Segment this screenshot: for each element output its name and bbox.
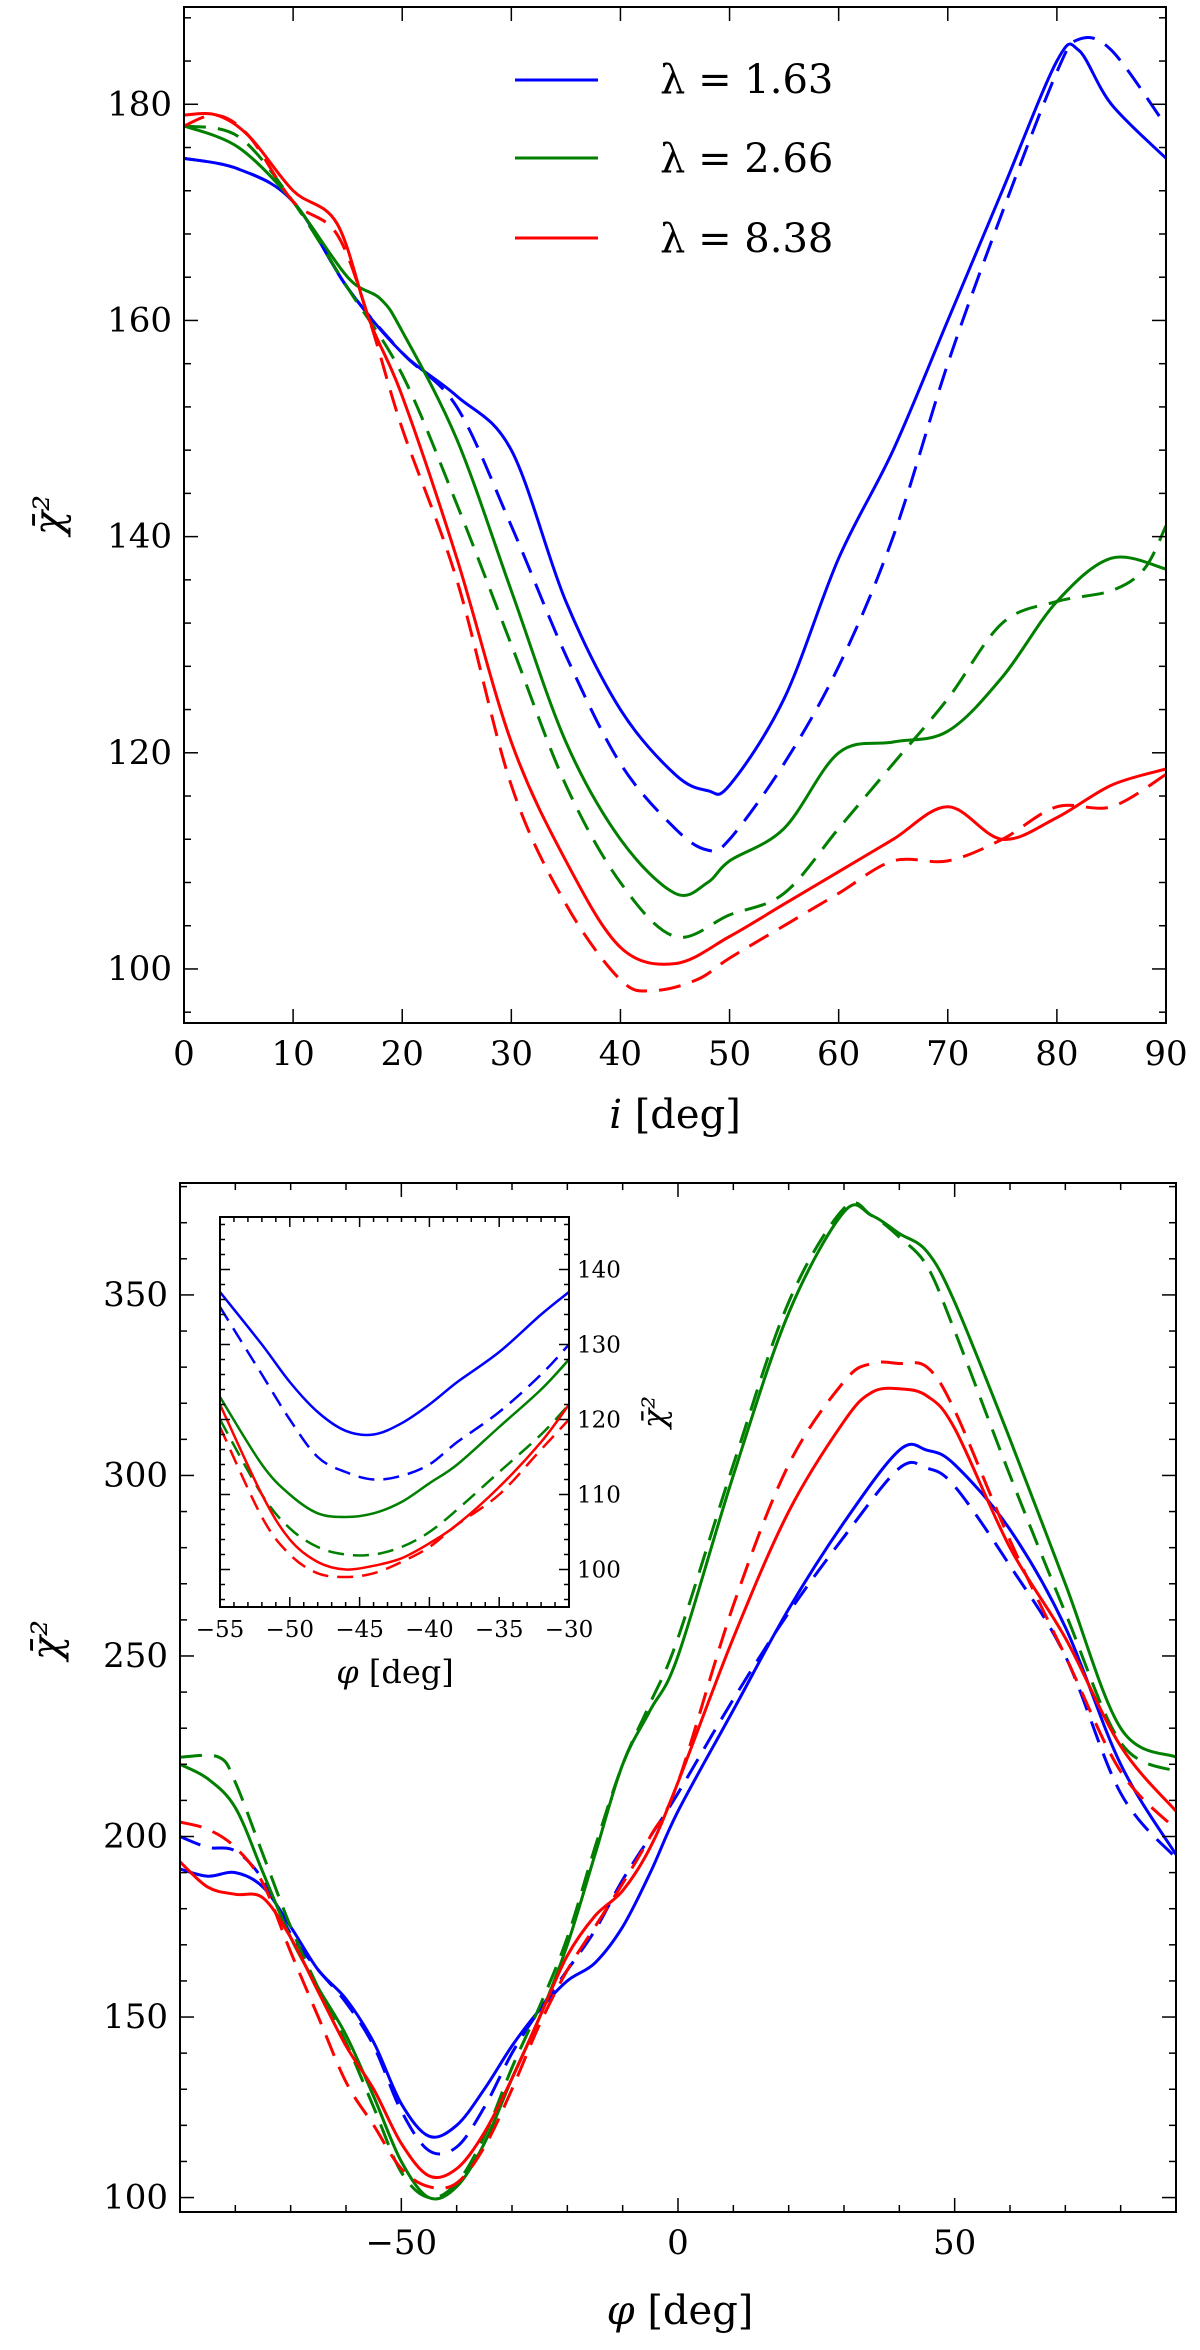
inset-series-blue-solid bbox=[220, 1291, 569, 1437]
inset-series-red-dashed bbox=[220, 1418, 569, 1579]
bottom-x-tick-label: 0 bbox=[667, 2223, 689, 2263]
bottom-series-blue-dashed bbox=[180, 1460, 1176, 2156]
inset-x-tick-label: −35 bbox=[475, 1617, 524, 1643]
top-y-tick-label: 120 bbox=[107, 733, 172, 773]
bottom-y-tick-label: 250 bbox=[103, 1636, 168, 1676]
bottom-plot-frame bbox=[179, 1182, 1177, 2213]
inset-series-green-dashed bbox=[220, 1403, 569, 1557]
top-series-green-dashed bbox=[184, 124, 1166, 939]
inset-series-blue-dashed bbox=[220, 1306, 569, 1481]
bottom-y-tick-label: 100 bbox=[103, 2178, 168, 2218]
inset-x-tick-label: −50 bbox=[266, 1617, 315, 1643]
bottom-y-tick-label: 150 bbox=[103, 1997, 168, 2037]
top-y-tick-label: 180 bbox=[107, 84, 172, 124]
top-legend: λ = 1.63 λ = 2.66 λ = 8.38 bbox=[515, 57, 833, 262]
top-plot-frame bbox=[183, 6, 1167, 1024]
inset-y-axis-label: χ̄² bbox=[635, 1396, 673, 1430]
bottom-x-axis-label: φ [deg] bbox=[607, 2288, 754, 2334]
bottom-y-tick-label: 350 bbox=[103, 1275, 168, 1315]
top-x-tick-label: 60 bbox=[817, 1034, 860, 1074]
inset-series-green-solid bbox=[220, 1358, 569, 1519]
top-x-tick-label: 90 bbox=[1144, 1034, 1187, 1074]
bottom-x-tick-label: −50 bbox=[365, 2223, 437, 2263]
top-y-axis-label: χ̄² bbox=[26, 495, 72, 538]
inset-y-tick-label: 110 bbox=[577, 1483, 621, 1509]
bottom-series-red-dashed bbox=[180, 1360, 1176, 2190]
legend-label-blue: λ = 1.63 bbox=[660, 57, 833, 103]
top-x-tick-label: 0 bbox=[173, 1034, 195, 1074]
inset-x-tick-label: −55 bbox=[196, 1617, 245, 1643]
bottom-series-red-solid bbox=[180, 1386, 1176, 2180]
top-y-tick-label: 160 bbox=[107, 300, 172, 340]
top-chart: 0 10 20 30 40 50 60 70 80 90 100 120 140 160 180 λ = 1… bbox=[26, 6, 1188, 1138]
inset-y-tick-label: 130 bbox=[577, 1333, 621, 1359]
bottom-series-green-dashed bbox=[180, 1201, 1176, 2200]
top-y-tick-label: 100 bbox=[107, 949, 172, 989]
top-x-tick-label: 30 bbox=[490, 1034, 533, 1074]
top-series-red-solid bbox=[184, 112, 1166, 966]
legend-label-green: λ = 2.66 bbox=[660, 136, 833, 182]
inset-y-tick-label: 120 bbox=[577, 1408, 621, 1434]
top-x-tick-label: 70 bbox=[926, 1034, 969, 1074]
inset-x-tick-label: −45 bbox=[335, 1617, 384, 1643]
bottom-chart: −50 0 50 100 150 200 250 300 350 φ [deg] χ̄² bbox=[24, 1182, 1177, 2334]
top-x-tick-label: 10 bbox=[271, 1034, 314, 1074]
inset-x-axis-label: φ [deg] bbox=[336, 1653, 453, 1691]
top-x-tick-label: 50 bbox=[708, 1034, 751, 1074]
top-series-red-dashed bbox=[184, 113, 1166, 993]
inset-y-tick-label: 100 bbox=[577, 1558, 621, 1584]
inset-x-tick-label: −40 bbox=[405, 1617, 454, 1643]
top-x-tick-label: 80 bbox=[1035, 1034, 1078, 1074]
inset-series-red-solid bbox=[220, 1403, 569, 1571]
top-x-tick-label: 40 bbox=[599, 1034, 642, 1074]
inset-y-tick-label: 140 bbox=[577, 1258, 621, 1284]
top-series-blue-dashed bbox=[184, 35, 1166, 853]
inset-x-tick-label: −30 bbox=[545, 1617, 594, 1643]
top-series-green-solid bbox=[184, 124, 1166, 897]
legend-label-red: λ = 8.38 bbox=[660, 216, 833, 262]
inset-chart: −55 −50 −45 −40 −35 −30 100 110 120 130 140 φ [deg… bbox=[196, 1216, 673, 1691]
top-x-axis-label: i [deg] bbox=[609, 1092, 741, 1138]
inset-plot-frame bbox=[219, 1216, 570, 1608]
top-y-tick-label: 140 bbox=[107, 517, 172, 557]
top-x-tick-label: 20 bbox=[381, 1034, 424, 1074]
bottom-x-tick-label: 50 bbox=[933, 2223, 976, 2263]
bottom-y-tick-label: 200 bbox=[103, 1817, 168, 1857]
bottom-y-tick-label: 300 bbox=[103, 1455, 168, 1495]
bottom-y-axis-label: χ̄² bbox=[24, 1620, 70, 1663]
